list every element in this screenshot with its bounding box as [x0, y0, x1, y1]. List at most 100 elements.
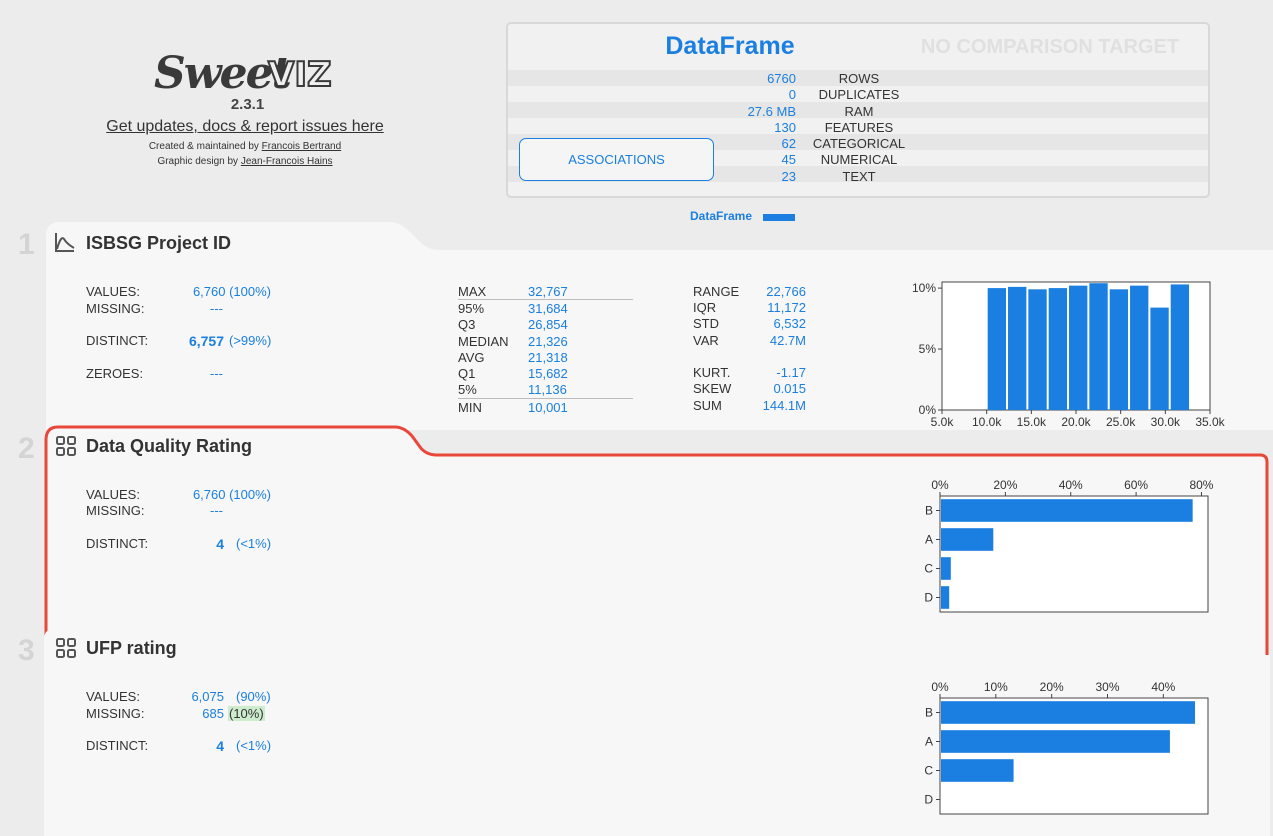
stat-value: -1.17 — [776, 365, 806, 380]
x-tick-label: 20.0k — [1061, 415, 1091, 429]
card-4-tab — [44, 829, 400, 836]
stat-value: 0.015 — [773, 381, 806, 396]
y-tick-label: 10% — [912, 281, 936, 295]
category-bar — [941, 557, 951, 580]
quantile-label: AVG — [458, 350, 485, 365]
svg-text:Sweet: Sweet — [154, 48, 292, 98]
summary-row-band — [508, 70, 1208, 86]
sweetviz-logo: Sweet VIZ — [154, 48, 333, 98]
x-tick-label: 5.0k — [931, 415, 955, 429]
category-bar — [941, 759, 1014, 782]
distinct-pct: (<1%) — [236, 738, 272, 753]
histogram-bar — [1089, 283, 1108, 410]
quantile-value: 21,326 — [528, 334, 568, 349]
y-tick-label: 0% — [919, 403, 937, 417]
quantile-label: MAX — [458, 284, 487, 299]
numeric-chart-icon — [55, 233, 75, 252]
x-tick-label: 35.0k — [1195, 415, 1225, 429]
feature-title[interactable]: Data Quality Rating — [86, 436, 253, 456]
numerical-label: NUMERICAL — [820, 152, 898, 167]
associations-button[interactable]: ASSOCIATIONS — [519, 138, 714, 181]
legend-label: DataFrame — [690, 209, 753, 223]
feature-number: 1 — [18, 228, 35, 261]
updates-link[interactable]: Get updates, docs & report issues here — [106, 118, 384, 135]
duplicates-label: DUPLICATES — [818, 87, 900, 102]
stat-label: IQR — [693, 300, 717, 315]
histogram-bar — [1150, 307, 1169, 410]
histogram-isbsg-project-id: 5.0k 10.0k 15.0k 20.0k 25.0k 30.0k 35.0k 0% 5% 10… — [912, 281, 1226, 429]
text-value: 23 — [781, 169, 796, 184]
no-comparison-label: NO COMPARISON TARGET — [920, 36, 1180, 58]
distinct-pct: (>99%) — [229, 333, 272, 348]
quantile-label: 95% — [458, 301, 485, 316]
categorical-grid-icon — [56, 638, 76, 658]
x-tick-label: 30.0k — [1151, 415, 1181, 429]
distinct-label: DISTINCT: — [86, 536, 149, 551]
quantile-label: Q1 — [458, 366, 476, 381]
stat-value: 22,766 — [766, 284, 806, 299]
feature-title[interactable]: ISBSG Project ID — [86, 233, 232, 253]
category-bar — [941, 730, 1170, 753]
missing-value: --- — [210, 503, 223, 518]
x-tick-label: 10% — [984, 680, 1008, 694]
quantile-value: 21,318 — [528, 350, 568, 365]
histogram-bar — [1109, 289, 1129, 410]
x-tick-label: 25.0k — [1106, 415, 1136, 429]
x-tick-label: 60% — [1124, 478, 1148, 492]
distinct-label: DISTINCT: — [86, 333, 149, 348]
values-value: 6,760 (100%) — [192, 284, 271, 299]
zeroes-label: ZEROES: — [86, 366, 144, 381]
values-value: 6,760 (100%) — [192, 487, 271, 502]
category-label: B — [925, 706, 933, 720]
features-label: FEATURES — [824, 120, 894, 135]
category-bar — [941, 701, 1196, 724]
designer-link[interactable]: Jean-Francois Hains — [240, 156, 333, 167]
categorical-label: CATEGORICAL — [812, 136, 906, 151]
quantile-label: MEDIAN — [458, 334, 509, 349]
svg-text:VIZ: VIZ — [268, 55, 332, 95]
numerical-value: 45 — [781, 152, 796, 167]
version-label: 2.3.1 — [230, 96, 265, 113]
dataframe-title: DataFrame — [665, 32, 795, 60]
quantile-value: 11,136 — [528, 382, 567, 397]
category-label: C — [924, 764, 933, 778]
values-label: VALUES: — [86, 689, 140, 704]
values-count: 6,075 — [191, 689, 224, 704]
x-tick-label: 80% — [1189, 478, 1213, 492]
quantile-label: 5% — [458, 382, 477, 397]
categorical-grid-icon — [56, 436, 76, 456]
feature-number: 3 — [18, 634, 35, 667]
x-tick-label: 20% — [1040, 680, 1064, 694]
category-label: D — [924, 793, 933, 807]
missing-label: MISSING: — [86, 503, 145, 518]
x-tick-label: 15.0k — [1017, 415, 1047, 429]
author-link[interactable]: Francois Bertrand — [261, 141, 342, 152]
x-tick-label: 0% — [931, 680, 949, 694]
distinct-pct: (<1%) — [236, 536, 272, 551]
stat-value: 11,172 — [767, 300, 806, 315]
quantile-value: 32,767 — [528, 284, 568, 299]
stat-label: VAR — [693, 333, 719, 348]
rows-value: 6760 — [767, 71, 796, 86]
distinct-value: 4 — [216, 738, 224, 754]
distinct-value: 4 — [216, 536, 224, 552]
stat-label: RANGE — [693, 284, 740, 299]
x-tick-label: 40% — [1059, 478, 1083, 492]
quantile-value: 26,854 — [528, 317, 568, 332]
x-tick-label: 20% — [993, 478, 1017, 492]
quantile-divider — [458, 299, 633, 300]
category-bar — [941, 528, 994, 551]
feature-number: 2 — [18, 432, 35, 465]
text-label: TEXT — [842, 169, 876, 184]
histogram-bar — [1170, 284, 1190, 410]
values-label: VALUES: — [86, 487, 140, 502]
feature-title[interactable]: UFP rating — [86, 638, 177, 658]
quantile-value: 31,684 — [528, 301, 568, 316]
legend-swatch — [763, 214, 795, 221]
distinct-value: 6,757 — [188, 333, 224, 349]
x-tick-label: 0% — [931, 478, 949, 492]
summary-row-band — [508, 102, 1208, 118]
quantile-label: MIN — [458, 400, 482, 415]
x-tick-label: 30% — [1095, 680, 1119, 694]
missing-count: 685 — [202, 706, 224, 721]
